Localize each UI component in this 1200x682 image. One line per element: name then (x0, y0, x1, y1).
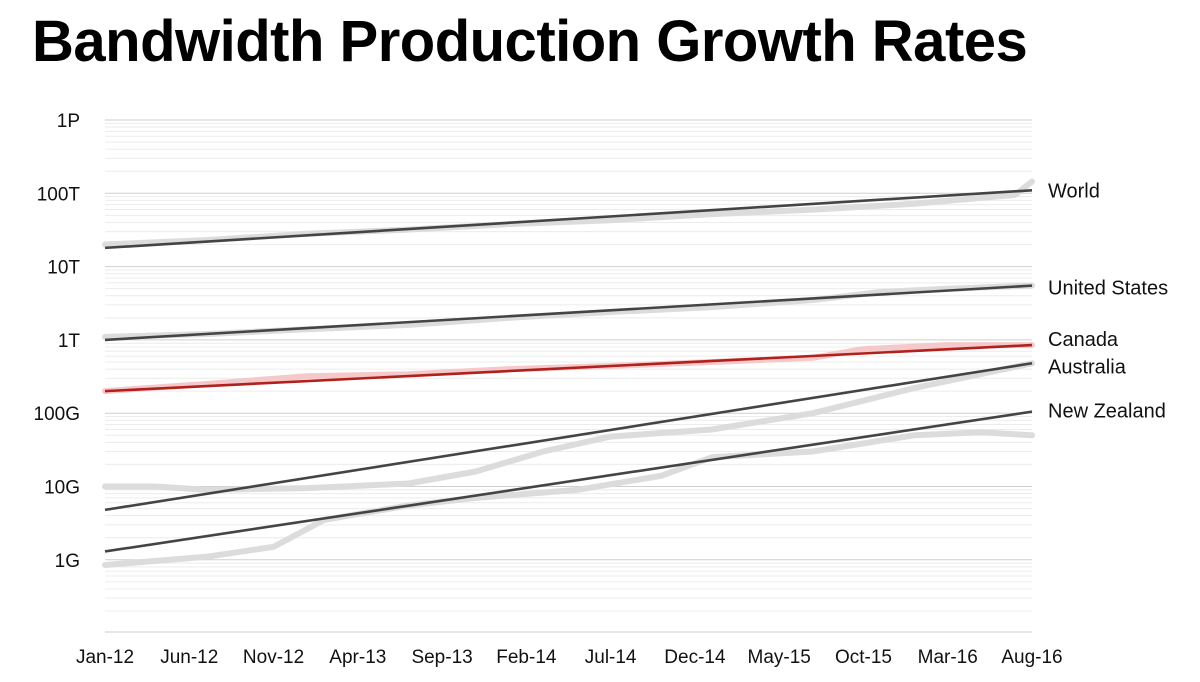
y-tick-label: 100G (34, 404, 80, 425)
x-tick-label: Jun-12 (160, 647, 218, 668)
series-label-canada: Canada (1048, 329, 1119, 351)
trend-line-australia (104, 361, 1033, 512)
trend-line-united-states (104, 284, 1033, 342)
x-tick-label: Feb-14 (496, 647, 557, 668)
y-tick-label: 1P (57, 111, 80, 132)
x-tick-label: Dec-14 (664, 647, 726, 668)
actual-line-world (102, 178, 1035, 248)
x-tick-label: Jul-14 (585, 647, 637, 668)
trend-line-world (104, 188, 1033, 250)
actual-line-new-zealand (102, 429, 1035, 568)
y-tick-label: 10G (44, 478, 80, 499)
y-tick-label: 10T (47, 258, 80, 279)
series-label-united-states: United States (1048, 278, 1168, 300)
y-tick-label: 1T (58, 331, 81, 352)
trend-line-canada (104, 343, 1033, 393)
x-tick-label: Mar-16 (918, 647, 978, 668)
series-label-world: World (1048, 180, 1100, 202)
trend-line-new-zealand (104, 410, 1033, 553)
x-tick-label: Jan-12 (76, 647, 134, 668)
x-tick-label: Apr-13 (329, 647, 386, 668)
x-tick-label: Nov-12 (243, 647, 304, 668)
x-tick-label: Sep-13 (411, 647, 472, 668)
actual-line-australia (102, 360, 1035, 493)
chart-title: Bandwidth Production Growth Rates (32, 9, 1028, 74)
x-tick-label: May-15 (748, 647, 811, 668)
y-tick-label: 1G (55, 551, 80, 572)
x-tick-label: Aug-16 (1001, 647, 1062, 668)
series-label-australia: Australia (1048, 356, 1127, 378)
series-label-new-zealand: New Zealand (1048, 401, 1166, 423)
y-tick-label: 100T (37, 184, 81, 205)
x-tick-label: Oct-15 (835, 647, 892, 668)
